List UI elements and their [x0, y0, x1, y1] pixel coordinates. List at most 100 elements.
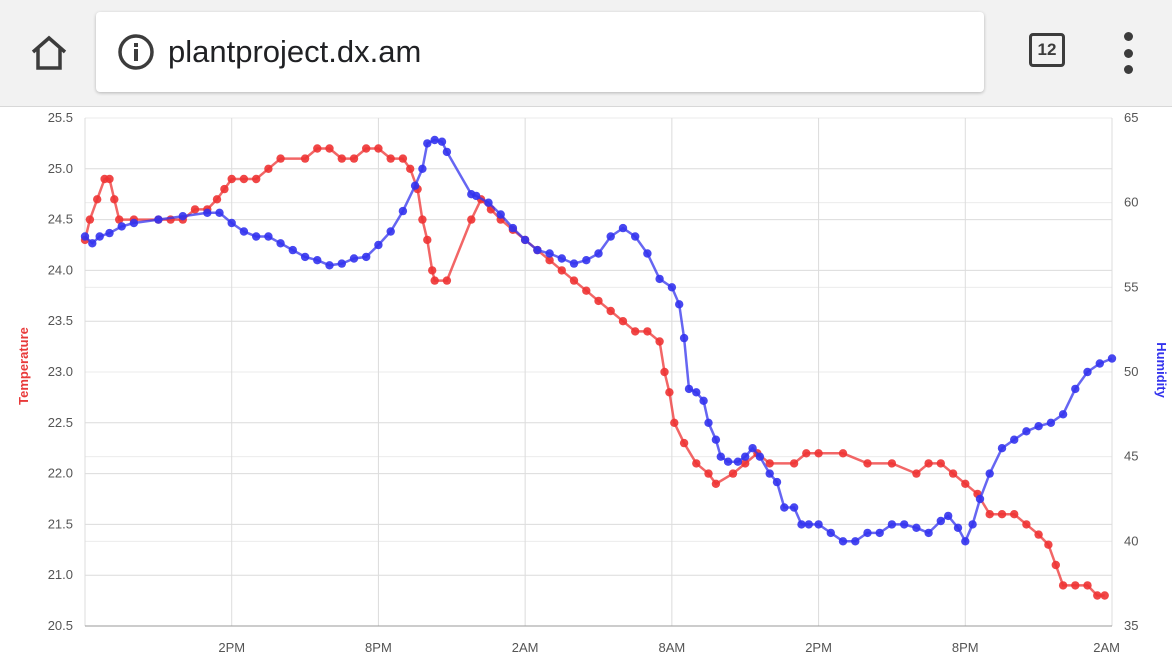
humidity-point	[961, 537, 970, 546]
left-tick-label: 21.0	[48, 567, 73, 582]
humidity-point	[227, 218, 236, 228]
temperature-point	[643, 327, 652, 336]
humidity-point	[679, 333, 689, 343]
humidity-point	[337, 259, 346, 268]
temperature-point	[789, 459, 799, 468]
left-tick-label: 24.5	[48, 212, 73, 227]
temperature-point	[704, 469, 713, 478]
temperature-point	[606, 306, 615, 316]
temperature-point	[670, 418, 679, 427]
temperature-point	[467, 215, 476, 224]
temperature-point	[349, 154, 359, 163]
humidity-point	[780, 503, 789, 512]
x-axis-ticks: 2PM 8PM 2AM 8AM 2PM 8PM 2AM	[218, 640, 1120, 655]
humidity-point	[968, 520, 977, 529]
humidity-point	[582, 256, 591, 265]
humidity-point	[264, 232, 273, 241]
humidity-point	[1083, 367, 1092, 377]
home-button[interactable]	[24, 28, 74, 78]
x-tick-label: 2PM	[805, 640, 832, 655]
temperature-point	[442, 276, 452, 285]
temperature-point	[912, 469, 921, 478]
humidity-point	[699, 396, 708, 405]
humidity-point	[178, 212, 187, 221]
x-tick-label: 2AM	[512, 640, 539, 655]
left-axis-ticks: 20.5 21.0 21.5 22.0 22.5 23.0 23.5 24.0 24.5 25.0…	[48, 110, 73, 633]
temperature-point	[655, 337, 664, 346]
temperature-point	[325, 144, 334, 153]
humidity-point	[276, 239, 285, 248]
temperature-point	[337, 154, 346, 163]
temperature-point	[386, 154, 395, 163]
address-bar[interactable]: plantproject.dx.am	[96, 12, 984, 92]
temperature-point	[430, 276, 439, 285]
info-icon[interactable]	[116, 32, 156, 72]
humidity-point	[423, 139, 432, 148]
temperature-point	[264, 164, 273, 173]
humidity-point	[789, 503, 799, 512]
humidity-point	[1058, 410, 1068, 419]
temperature-point	[985, 510, 994, 519]
temperature-point	[765, 459, 774, 468]
tab-switcher-button[interactable]: 12	[1029, 33, 1065, 67]
kebab-menu-icon[interactable]	[1114, 32, 1142, 74]
humidity-point	[215, 208, 224, 217]
temperature-point	[423, 235, 432, 245]
temperature-point	[1093, 591, 1102, 600]
left-tick-label: 23.0	[48, 364, 73, 379]
temperature-point	[110, 195, 119, 204]
left-tick-label: 21.5	[48, 516, 73, 531]
temperature-point	[997, 510, 1007, 519]
humidity-point	[692, 388, 701, 397]
series-temperature	[80, 144, 1109, 600]
humidity-point	[88, 239, 97, 248]
humidity-point	[508, 223, 518, 233]
temperature-point	[406, 164, 415, 173]
humidity-line	[84, 138, 1113, 545]
humidity-point	[300, 252, 310, 262]
temperature-point	[398, 154, 408, 163]
temperature-point	[362, 144, 371, 153]
humidity-point	[912, 523, 921, 532]
humidity-point	[875, 528, 884, 538]
temperature-point	[428, 266, 437, 275]
humidity-point	[374, 240, 383, 250]
left-tick-label: 22.0	[48, 466, 73, 481]
humidity-point	[129, 218, 139, 228]
humidity-point	[985, 469, 994, 478]
humidity-point	[520, 235, 530, 245]
temperature-point	[594, 296, 603, 306]
humidity-point	[1095, 359, 1105, 368]
humidity-point	[1107, 354, 1117, 363]
temperature-point	[93, 195, 102, 204]
temperature-point	[300, 154, 310, 163]
humidity-point	[437, 137, 447, 146]
temperature-point	[85, 215, 95, 224]
humidity-point	[288, 245, 297, 255]
humidity-point	[772, 477, 782, 487]
temperature-point	[863, 459, 872, 468]
humidity-point	[643, 249, 652, 258]
humidity-point	[105, 228, 114, 238]
humidity-point	[569, 259, 579, 268]
humidity-point	[80, 232, 90, 241]
x-tick-label: 8AM	[658, 640, 685, 655]
humidity-point	[814, 520, 823, 529]
humidity-point	[95, 232, 104, 241]
temperature-point	[660, 367, 669, 377]
right-tick-label: 45	[1124, 449, 1138, 464]
humidity-point	[997, 444, 1007, 453]
temperature-point	[1100, 591, 1109, 600]
temperature-point	[679, 438, 689, 448]
humidity-point	[655, 274, 664, 284]
home-icon	[31, 35, 67, 70]
humidity-point	[349, 254, 359, 263]
left-axis-title: Temperature	[16, 327, 31, 405]
temperature-point	[692, 459, 701, 468]
humidity-point	[618, 223, 628, 233]
humidity-point	[851, 537, 860, 546]
humidity-point	[386, 227, 395, 236]
temperature-point	[190, 205, 200, 214]
temperature-point	[582, 286, 591, 295]
humidity-point	[410, 181, 420, 190]
